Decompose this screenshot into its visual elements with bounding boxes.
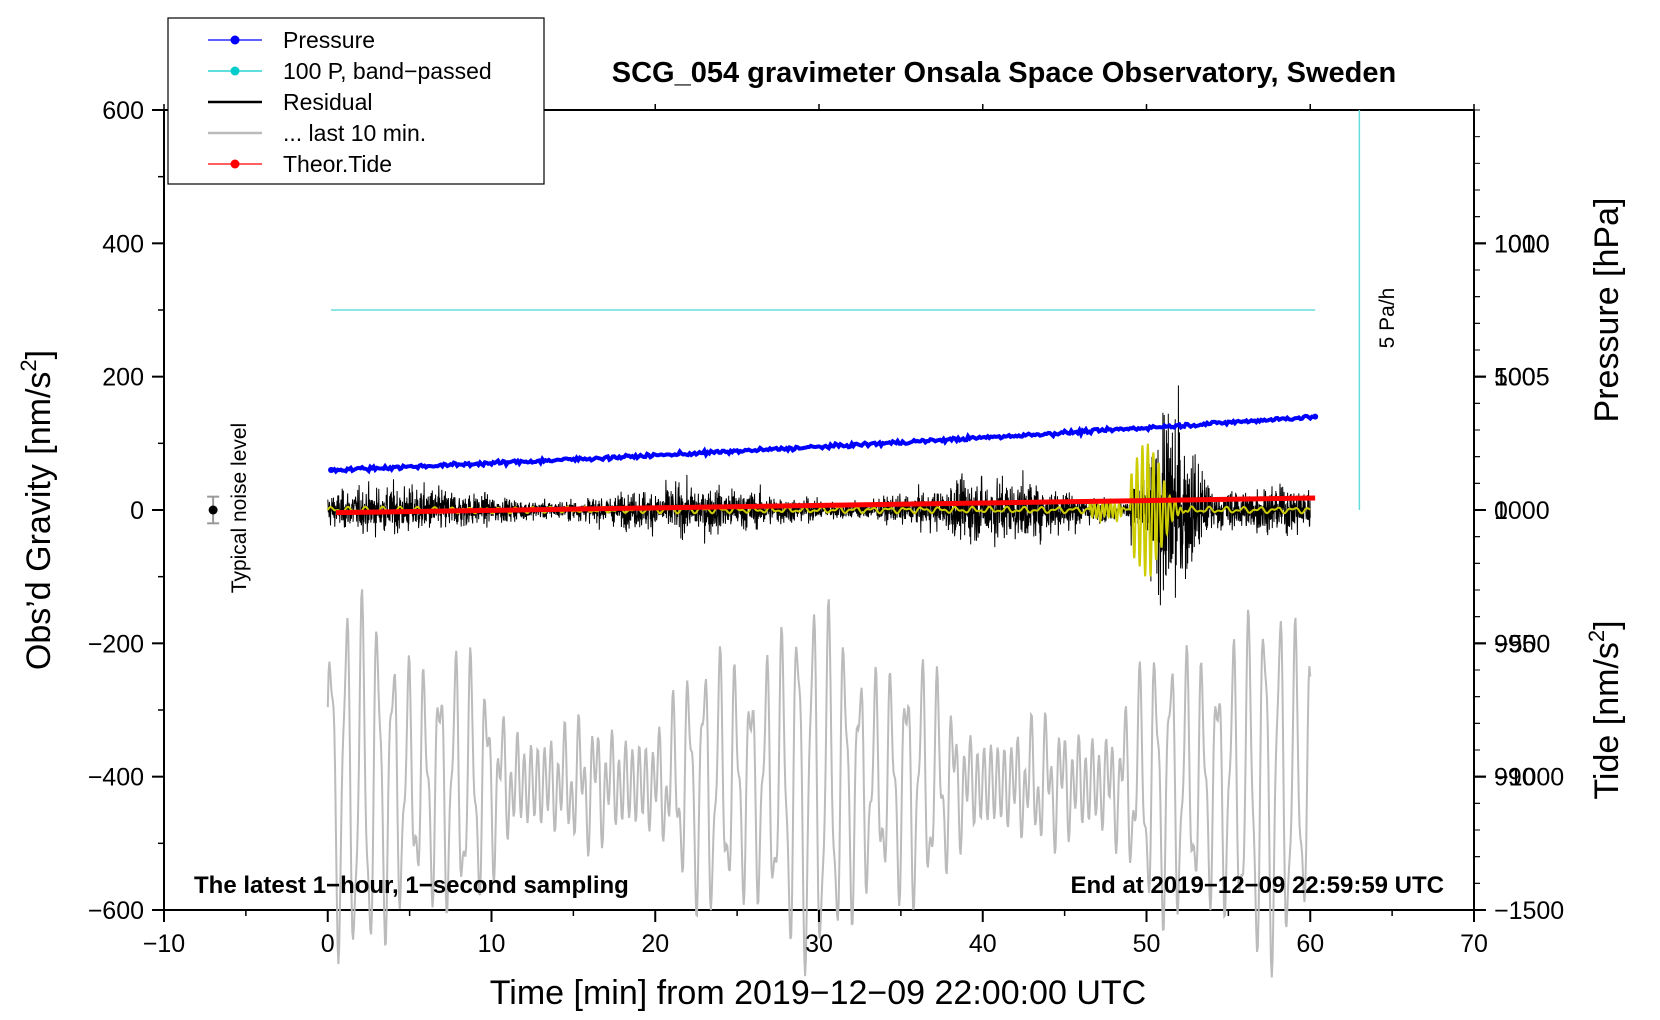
series-pressure	[328, 413, 1319, 475]
annotation-sampling: The latest 1−hour, 1−second sampling	[194, 872, 629, 899]
tide-tick-label: 1000	[1494, 230, 1550, 258]
x-axis-label: Time [min] from 2019−12−09 22:00:00 UTC	[490, 974, 1146, 1012]
series-last-10-min	[326, 589, 1312, 978]
pressure-line	[329, 413, 1314, 475]
tide-axis-label-text: Tide [nm/s	[1588, 642, 1626, 799]
x-tick-label: −10	[143, 930, 185, 958]
last-10-min-line	[326, 589, 1312, 978]
tide-axis-label: Tide [nm/s2]	[1584, 620, 1626, 799]
noise-point	[208, 505, 218, 515]
y-tick-label: 200	[102, 364, 144, 392]
series-theor-tide	[335, 495, 1316, 516]
x-tick-label: 50	[1133, 930, 1161, 958]
pressure-tick-label: 1005	[1494, 364, 1550, 392]
y-tick-label: 0	[130, 497, 144, 525]
legend-label: Pressure	[283, 27, 375, 53]
pressure-axis-label: Pressure [hPa]	[1588, 198, 1626, 423]
pressure-tick-label: 1000	[1494, 497, 1550, 525]
annotation-end-time: End at 2019−12−09 22:59:59 UTC	[1070, 872, 1444, 899]
filtered-residual-line	[326, 443, 1311, 577]
tide-axis-label-sup: 2	[1584, 630, 1609, 642]
y-tick-label: 400	[102, 230, 144, 258]
x-tick-label: 40	[969, 930, 997, 958]
noise-level-marker	[207, 495, 220, 525]
pressure-start-point	[328, 467, 335, 473]
x-tick-label: 60	[1296, 930, 1324, 958]
legend-marker	[230, 35, 240, 45]
x-tick-label: 30	[805, 930, 833, 958]
legend-label: 100 P, band−passed	[283, 58, 492, 84]
tide-tick-label: 500	[1494, 364, 1536, 392]
y-tick-label: 600	[102, 97, 144, 125]
y-tick-label: −200	[88, 630, 144, 658]
legend-items: Pressure 100 P, band−passed Residual ... la…	[208, 27, 492, 177]
legend-label: Theor.Tide	[283, 151, 392, 177]
tide-tick-label: −500	[1494, 630, 1550, 658]
tide-axis-label-end: ]	[1588, 620, 1626, 629]
pressure-end-point	[1312, 413, 1319, 420]
y-axis-label-end: ]	[20, 350, 58, 359]
legend-label: ... last 10 min.	[283, 120, 426, 146]
y-tick-label: −400	[88, 764, 144, 792]
pressure-tick-label: 995	[1494, 630, 1536, 658]
x-tick-label: 0	[321, 930, 335, 958]
tide-axis-ticks: 1000 500 0 −500 −1000 −1500	[1474, 216, 1564, 925]
noise-level-label: Typical noise level	[228, 423, 251, 593]
legend-marker	[230, 159, 240, 169]
series-residual-filtered	[326, 443, 1311, 577]
rate-label: 5 Pa/h	[1376, 288, 1399, 349]
chart-title: SCG_054 gravimeter Onsala Space Observat…	[612, 57, 1396, 89]
tide-tick-label: −1500	[1494, 897, 1564, 925]
legend-label: Residual	[283, 89, 373, 115]
pressure-tick-label: 990	[1494, 764, 1536, 792]
y-axis-label: Obs’d Gravity [nm/s2]	[16, 350, 58, 670]
tide-tick-label: −1000	[1494, 764, 1564, 792]
y-axis-label-sup: 2	[16, 359, 41, 371]
y-axis-label-text: Obs’d Gravity [nm/s	[20, 372, 58, 671]
x-tick-label: 20	[641, 930, 669, 958]
pressure-tick-label: 1010	[1494, 230, 1550, 258]
x-tick-label: 10	[478, 930, 506, 958]
y-tick-label: −600	[88, 897, 144, 925]
legend-marker	[230, 66, 240, 76]
y-axis-ticks: 600 400 200 0 −200 −400 −600	[88, 97, 164, 925]
tide-tick-label: 0	[1494, 497, 1508, 525]
x-tick-label: 70	[1460, 930, 1488, 958]
legend: Pressure 100 P, band−passed Residual ... la…	[167, 17, 545, 185]
x-axis-ticks: −10 0 10 20 30 40 50 60 70	[143, 104, 1488, 958]
tide-line	[335, 495, 1316, 516]
